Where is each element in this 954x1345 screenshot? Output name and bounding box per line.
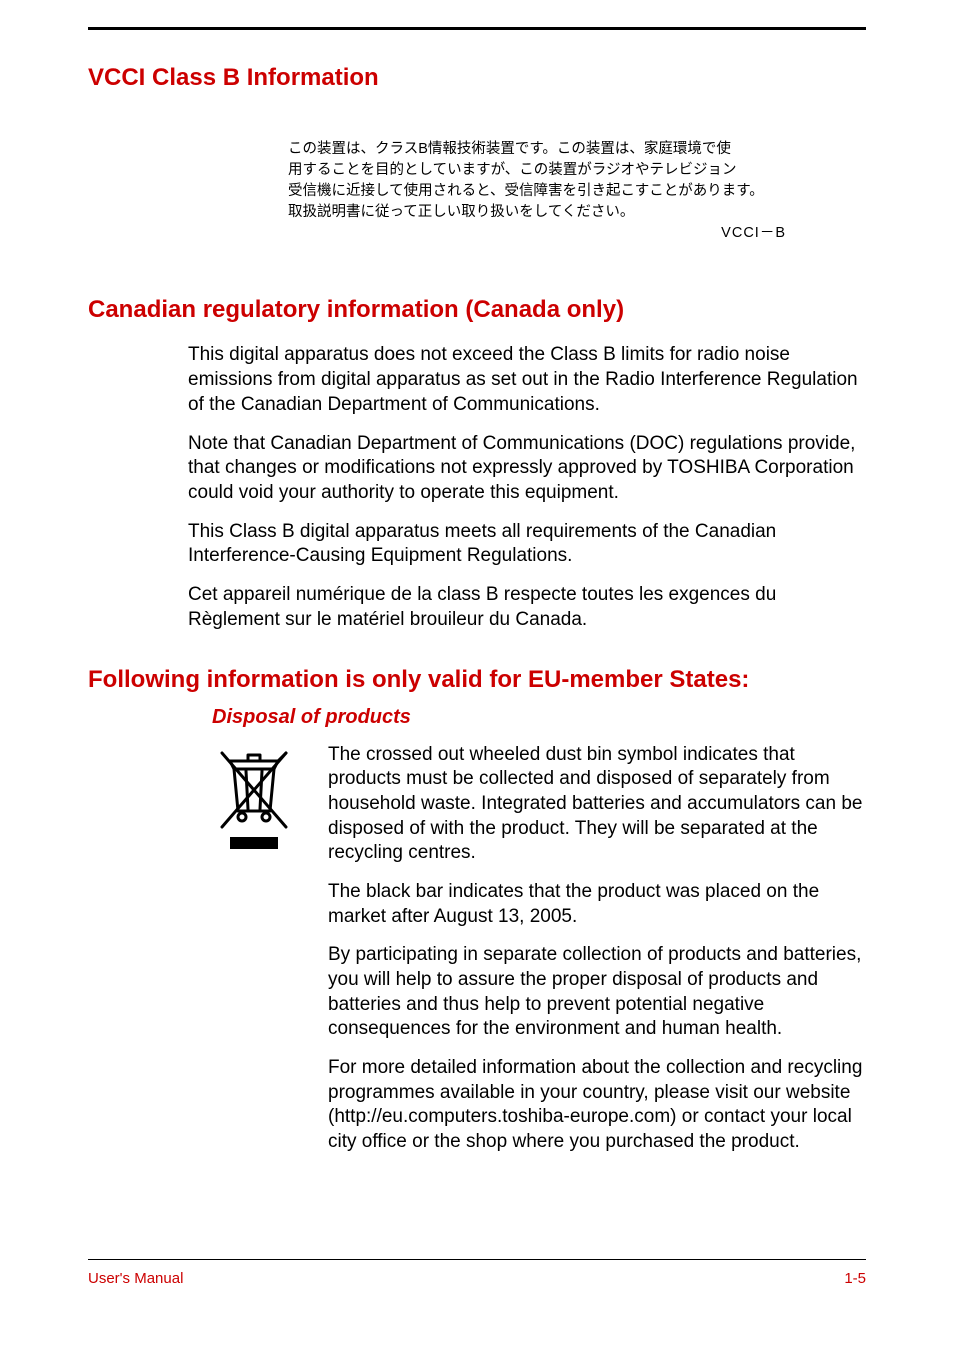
jp-line: この装置は、クラスB情報技術装置です。この装置は、家庭環境で使 xyxy=(288,139,866,160)
footer-right: 1-5 xyxy=(844,1270,866,1287)
paragraph: By participating in separate collection … xyxy=(328,943,866,1042)
heading-eu: Following information is only valid for … xyxy=(88,664,866,695)
disposal-text: The crossed out wheeled dust bin symbol … xyxy=(328,743,866,1169)
heading-canadian: Canadian regulatory information (Canada … xyxy=(88,294,866,325)
top-horizontal-rule xyxy=(88,27,866,30)
jp-line: 受信機に近接して使用されると、受信障害を引き起こすことがあります。 xyxy=(288,181,866,202)
disposal-section: The crossed out wheeled dust bin symbol … xyxy=(212,743,866,1169)
page-footer: User's Manual 1-5 xyxy=(88,1259,866,1287)
vcci-b-label: VCCI－B xyxy=(288,223,866,244)
heading-vcci: VCCI Class B Information xyxy=(88,62,866,93)
footer-left: User's Manual xyxy=(88,1270,183,1287)
paragraph: For more detailed information about the … xyxy=(328,1056,866,1155)
canadian-body: This digital apparatus does not exceed t… xyxy=(188,343,866,632)
vcci-japanese-block: この装置は、クラスB情報技術装置です。この装置は、家庭環境で使 用することを目的… xyxy=(288,111,866,244)
jp-line: 取扱説明書に従って正しい取り扱いをしてください。 xyxy=(288,202,866,223)
paragraph: This digital apparatus does not exceed t… xyxy=(188,343,866,417)
paragraph: Cet appareil numérique de la class B res… xyxy=(188,583,866,632)
document-page: VCCI Class B Information この装置は、クラスB情報技術装… xyxy=(0,0,954,1345)
paragraph: Note that Canadian Department of Communi… xyxy=(188,432,866,506)
weee-bin-icon xyxy=(212,743,296,1169)
paragraph: This Class B digital apparatus meets all… xyxy=(188,520,866,569)
paragraph: The crossed out wheeled dust bin symbol … xyxy=(328,743,866,866)
subheading-disposal: Disposal of products xyxy=(212,706,866,729)
paragraph: The black bar indicates that the product… xyxy=(328,880,866,929)
jp-line: 用することを目的としていますが、この装置がラジオやテレビジョン xyxy=(288,160,866,181)
